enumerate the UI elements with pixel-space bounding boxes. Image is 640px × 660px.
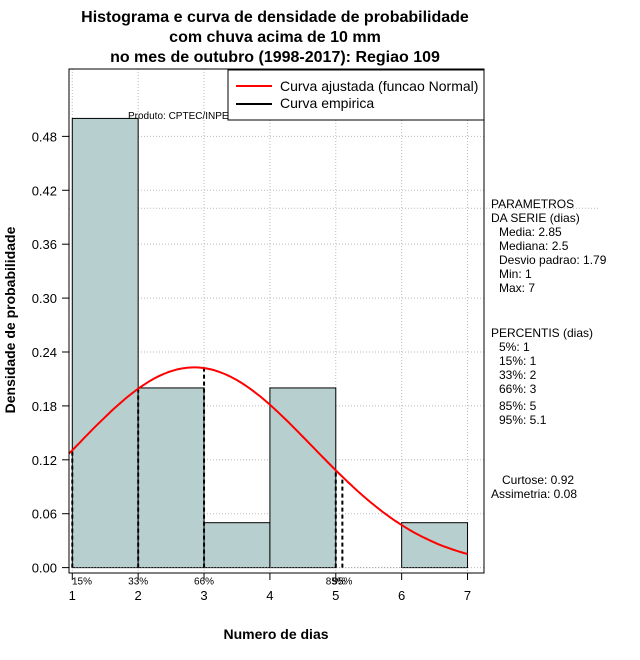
- product-annotation: Produto: CPTEC/INPE: [128, 111, 229, 122]
- fit-curve-group: [68, 366, 468, 555]
- stat-assimetria: Assimetria: 0.08: [491, 487, 577, 501]
- legend-label-empirical: Curva empirica: [280, 95, 374, 111]
- percentile-label-33: 33%: [128, 577, 148, 588]
- param-mediana: Mediana: 2.5: [499, 239, 569, 253]
- x-tick-label-2: 2: [135, 588, 142, 603]
- y-axis-title: Densidade de probabilidade: [2, 226, 18, 413]
- y-tick-label-2: 0.12: [32, 453, 57, 468]
- params-title-1: PARAMETROS: [491, 197, 574, 211]
- y-tick-label-0: 0.00: [32, 561, 57, 576]
- y-tick-label-5: 0.30: [32, 291, 57, 306]
- percentile-label-85: 85%: [326, 577, 346, 588]
- y-tick-label-8: 0.48: [32, 129, 57, 144]
- params-title-2: DA SERIE (dias): [491, 211, 580, 225]
- chart-title-line-3: no mes de outubro (1998-2017): Regiao 10…: [110, 49, 440, 66]
- normal-fit-curve: [68, 366, 468, 555]
- x-tick-label-6: 6: [398, 588, 405, 603]
- percentil-95: 95%: 5.1: [499, 413, 547, 427]
- percentis-title: PERCENTIS (dias): [491, 326, 593, 340]
- chart-title-line-2: com chuva acima de 10 mm: [169, 29, 381, 46]
- x-axis-title: Numero de dias: [223, 626, 328, 642]
- percentile-label-15: 15%: [72, 577, 92, 588]
- y-tick-label-1: 0.06: [32, 507, 57, 522]
- x-tick-label-7: 7: [464, 588, 471, 603]
- percentile-label-95: 95%: [332, 577, 352, 588]
- percentil-5: 5%: 1: [499, 340, 530, 354]
- legend-label-fit: Curva ajustada (funcao Normal): [280, 78, 478, 94]
- x-tick-label-3: 3: [200, 588, 207, 603]
- histogram-bar-4: [269, 387, 337, 569]
- histogram-bar-3: [203, 522, 271, 569]
- histogram-bar-2: [137, 387, 205, 569]
- x-tick-label-1: 1: [69, 588, 76, 603]
- param-media: Media: 2.85: [499, 225, 562, 239]
- percentil-66: 66%: 3: [499, 382, 537, 396]
- axes: 1 2 3 4 5 6 7 0.00 0.06 0.12 0.18 0.24 0.30 0.36 0.42 0…: [32, 129, 471, 603]
- histogram-bars: [71, 117, 469, 569]
- y-tick-label-4: 0.24: [32, 345, 57, 360]
- percentile-label-66: 66%: [194, 577, 214, 588]
- x-tick-label-4: 4: [266, 588, 273, 603]
- percentil-15: 15%: 1: [499, 354, 537, 368]
- percentile-markers: 15% 33% 66% 85%95%: [71, 368, 352, 588]
- y-tick-label-6: 0.36: [32, 237, 57, 252]
- histogram-bar-1: [71, 117, 139, 569]
- statistics-panel: PARAMETROS DA SERIE (dias) Media: 2.85 M…: [491, 197, 607, 501]
- legend: Curva ajustada (funcao Normal) Curva emp…: [227, 69, 485, 121]
- param-desvio: Desvio padrao: 1.79: [499, 253, 607, 267]
- param-max: Max: 7: [499, 281, 535, 295]
- percentil-33: 33%: 2: [499, 368, 537, 382]
- plot-frame: [68, 68, 485, 574]
- stat-curtose: Curtose: 0.92: [502, 473, 574, 487]
- chart-title-line-1: Histograma e curva de densidade de proba…: [81, 9, 469, 26]
- y-tick-label-7: 0.42: [32, 183, 57, 198]
- histogram-bar-6: [401, 522, 469, 569]
- legend-box: [227, 69, 485, 121]
- param-min: Min: 1: [499, 267, 532, 281]
- x-tick-label-5: 5: [332, 588, 339, 603]
- y-tick-label-3: 0.18: [32, 399, 57, 414]
- percentil-85: 85%: 5: [499, 399, 537, 413]
